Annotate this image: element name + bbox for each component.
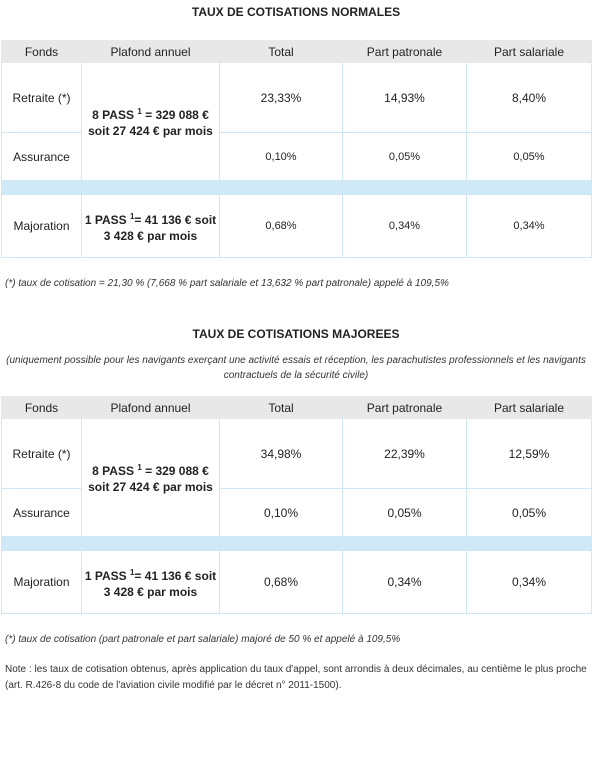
header-cell: Part patronale bbox=[342, 40, 467, 63]
plafond-text: 1 PASS bbox=[84, 212, 130, 227]
header-cell: Fonds bbox=[1, 396, 82, 419]
rate-cell: 0,68% bbox=[219, 550, 343, 614]
rate-cell: 0,34% bbox=[342, 550, 467, 614]
rate-cell: 0,05% bbox=[342, 132, 467, 181]
header-cell: Plafond annuel bbox=[81, 40, 220, 63]
rate-cell: 0,05% bbox=[466, 488, 592, 537]
rate-cell: 0,10% bbox=[219, 132, 343, 181]
header-cell: Total bbox=[219, 396, 343, 419]
section: TAUX DE COTISATIONS NORMALES Fonds Plafond… bbox=[0, 0, 592, 289]
fonds-cell: Assurance bbox=[1, 488, 82, 537]
rate-cell: 23,33% bbox=[219, 62, 343, 133]
header-cell: Part patronale bbox=[342, 396, 467, 419]
header-row: Fonds Plafond annuel Total Part patronale Pa… bbox=[1, 40, 592, 63]
plafond-text: = 329 088 € soit 27 424 € par mois bbox=[88, 464, 213, 494]
plafond-cell: 1 PASS 1= 41 136 € soit 3 428 € par mois bbox=[81, 194, 220, 258]
data-row: Retraite (*) 8 PASS 1 = 329 088 € soit 27… bbox=[1, 62, 592, 181]
fonds-cell: Assurance bbox=[1, 132, 82, 181]
header-row: Fonds Plafond annuel Total Part patronale Pa… bbox=[1, 396, 592, 419]
plafond-text: 8 PASS bbox=[92, 108, 138, 122]
data-row: Majoration 1 PASS 1= 41 136 € soit 3 428 … bbox=[1, 550, 592, 614]
rate-cell: 0,05% bbox=[342, 488, 467, 537]
fonds-cell: Majoration bbox=[1, 550, 82, 614]
plafond-text: 1 PASS bbox=[84, 568, 130, 583]
header-cell: Part salariale bbox=[466, 40, 592, 63]
separator bbox=[1, 180, 592, 195]
plafond-cell: 1 PASS 1= 41 136 € soit 3 428 € par mois bbox=[81, 550, 220, 614]
plafond-cell: 8 PASS 1 = 329 088 € soit 27 424 € par m… bbox=[81, 62, 220, 181]
fonds-cell: Retraite (*) bbox=[1, 418, 82, 489]
plafond-text: = 41 136 € soit 3 428 € par mois bbox=[103, 568, 217, 599]
rates-table: Fonds Plafond annuel Total Part patronale Pa… bbox=[1, 396, 592, 614]
data-row: Assurance 0,10% 0,05% 0,05% bbox=[1, 132, 592, 181]
footnote: (*) taux de cotisation (part patronale e… bbox=[5, 634, 401, 645]
rate-cell: 22,39% bbox=[342, 418, 467, 489]
data-row: Retraite (*) 8 PASS 1 = 329 088 € soit 27… bbox=[1, 418, 592, 537]
header-cell: Total bbox=[219, 40, 343, 63]
plafond-text: = 329 088 € soit 27 424 € par mois bbox=[88, 108, 213, 138]
header-cell: Fonds bbox=[1, 40, 82, 63]
plafond-text: 8 PASS bbox=[92, 464, 138, 478]
plafond-cell: 8 PASS 1 = 329 088 € soit 27 424 € par m… bbox=[81, 418, 220, 537]
section-title: TAUX DE COTISATIONS MAJOREES bbox=[192, 327, 400, 341]
rate-cell: 0,10% bbox=[219, 488, 343, 537]
rates-table: Fonds Plafond annuel Total Part patronale Pa… bbox=[1, 40, 592, 258]
rate-cell: 0,68% bbox=[219, 194, 343, 258]
fonds-cell: Majoration bbox=[1, 194, 82, 258]
rate-cell: 8,40% bbox=[466, 62, 592, 133]
plafond-sup: 1 bbox=[137, 463, 142, 472]
plafond-sup: 1 bbox=[129, 211, 135, 221]
rate-cell: 0,34% bbox=[466, 194, 592, 258]
data-row: Assurance 0,10% 0,05% 0,05% bbox=[1, 488, 592, 537]
plafond-sup: 1 bbox=[137, 107, 142, 116]
section-subtitle: (uniquement possible pour les navigants … bbox=[6, 355, 586, 381]
header-cell: Part salariale bbox=[466, 396, 592, 419]
note: Note : les taux de cotisation obtenus, a… bbox=[5, 664, 587, 691]
fonds-cell: Retraite (*) bbox=[1, 62, 82, 133]
separator bbox=[1, 536, 592, 551]
plafond-text: = 41 136 € soit 3 428 € par mois bbox=[103, 212, 217, 243]
header-cell: Plafond annuel bbox=[81, 396, 220, 419]
rate-cell: 14,93% bbox=[342, 62, 467, 133]
rate-cell: 12,59% bbox=[466, 418, 592, 489]
rate-cell: 0,34% bbox=[342, 194, 467, 258]
separator-row bbox=[1, 536, 592, 551]
rate-cell: 0,34% bbox=[466, 550, 592, 614]
section: TAUX DE COTISATIONS MAJOREES (uniquement … bbox=[0, 289, 592, 645]
rate-cell: 0,05% bbox=[466, 132, 592, 181]
separator-row bbox=[1, 180, 592, 195]
section-title: TAUX DE COTISATIONS NORMALES bbox=[191, 5, 401, 19]
rate-cell: 34,98% bbox=[219, 418, 343, 489]
footnote: (*) taux de cotisation = 21,30 % (7,668 … bbox=[5, 278, 449, 289]
data-row: Majoration 1 PASS 1= 41 136 € soit 3 428 … bbox=[1, 194, 592, 258]
plafond-sup: 1 bbox=[129, 567, 135, 577]
